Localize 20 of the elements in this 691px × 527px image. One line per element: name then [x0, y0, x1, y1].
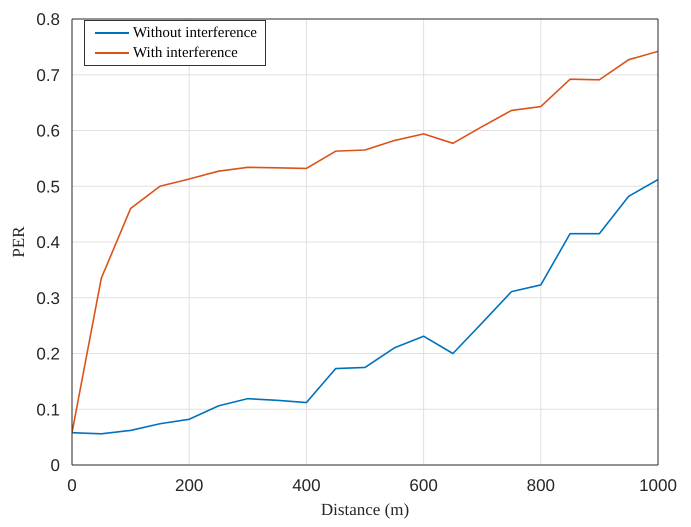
y-axis-title: PER [9, 226, 28, 258]
y-tick-label: 0.4 [36, 233, 60, 252]
line-series [72, 178, 658, 435]
y-tick-label: 0.7 [36, 66, 60, 85]
y-tick-label: 0.3 [36, 288, 60, 308]
x-tick-label: 800 [526, 476, 555, 496]
x-tick-label: 600 [409, 476, 438, 496]
y-tick-label: 0.6 [36, 122, 60, 141]
legend-label: With interference [133, 44, 238, 63]
y-tick-label: 0.8 [36, 10, 60, 30]
x-tick-label: 0 [67, 476, 77, 496]
x-axis-title: Distance (m) [320, 500, 410, 519]
y-tick-label: 0.2 [36, 344, 60, 364]
y-tick-label: 0 [50, 456, 60, 476]
x-tick-label: 400 [292, 476, 321, 496]
legend-label: Without interference [133, 24, 257, 43]
x-tick-label: 200 [175, 476, 204, 496]
y-tick-label: 0.5 [36, 177, 60, 196]
y-tick-label: 0.1 [36, 400, 60, 420]
x-tick-label: 1000 [639, 476, 677, 496]
